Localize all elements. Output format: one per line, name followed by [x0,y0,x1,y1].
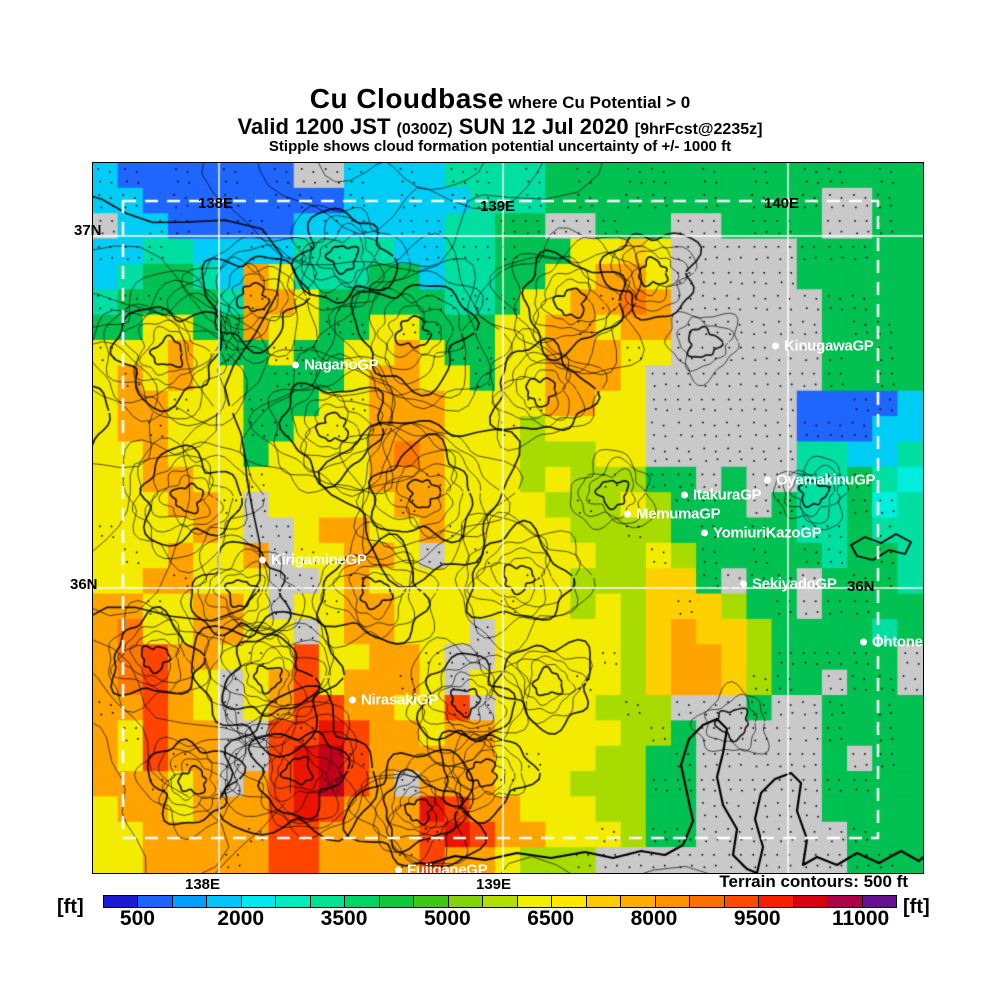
colorbar-segment [862,896,897,907]
colorbar-tick: 9500 [733,907,781,930]
site-label: KirigamineGP [271,551,367,569]
terrain-contours-note: Terrain contours: 500 ft [719,872,908,891]
site-marker: OhtoneGP [860,633,923,651]
site-label: MemumaGP [636,505,721,523]
grid-coordinate-label: 139E [480,198,516,215]
grid-coordinate-label: 138E [198,195,234,212]
site-label: NaganoGP [304,356,379,374]
site-label: SekiyadoGP [752,575,837,593]
site-dot-icon [395,866,402,873]
colorbar-segment [759,896,794,907]
grid-coordinate-label: 140E [764,195,800,212]
site-label: NirasakiGP [361,691,439,709]
colorbar-segment [552,896,587,907]
colorbar-segment [793,896,829,907]
site-marker: ItakuraGP [681,487,761,504]
site-dot-icon [772,342,779,350]
site-marker: NaganoGP [292,356,379,374]
site-dot-icon [292,361,299,369]
colorbar-segment [172,896,208,907]
site-dot-icon [740,580,747,588]
colorbar-tick: 3500 [320,907,368,930]
colorbar-segment [690,896,725,907]
site-marker: KinugawaGP [772,338,874,355]
header: Cu Cloudbase where Cu Potential > 0 Vali… [0,83,1000,155]
axis-coordinate-label: 36N [70,576,98,593]
grid-coordinate-label: 36N [847,578,875,595]
colorbar-tick: 6500 [527,907,574,930]
site-dot-icon [259,556,266,564]
axis-coordinate-label: 139E [476,876,512,893]
stipple-note: Stipple shows cloud formation potential … [268,137,732,155]
colorbar-segment [276,896,311,907]
colorbar-segment [414,896,449,907]
title-line: Cu Cloudbase where Cu Potential > 0 [0,83,1000,114]
colorbar-segment [655,896,691,907]
site-marker: KirigamineGP [259,552,367,569]
weather-map: NaganoGP KinugawaGP OyamakinuGP ItakuraGP Me… [92,162,924,874]
site-label: OhtoneGP [872,633,923,651]
site-dot-icon [349,696,356,704]
colorbar-segment [241,896,277,907]
colorbar-tick: 11000 [831,907,890,930]
colorbar-segment [138,896,173,907]
site-marker: OyamakinuGP [764,471,876,489]
site-label: FujiganeGP [407,861,488,874]
site-label: ItakuraGP [693,486,762,504]
colorbar-tick: 2000 [217,907,265,930]
map-canvas [93,163,923,873]
colorbar-tick: 5000 [423,907,471,930]
valid-date: SUN 12 Jul 2020 [458,114,629,140]
site-label: KinugawaGP [784,337,874,355]
colorbar-segment [586,896,622,907]
axis-coordinate-label: 37N [74,222,102,239]
colorbar-segment [345,896,380,907]
colorbar-segment [448,896,484,907]
colorbar-segment [621,896,656,907]
site-marker: YomiuriKazoGP [701,524,822,542]
colorbar-segment [379,896,415,907]
valid-line: Valid 1200 JST (0300Z) SUN 12 Jul 2020 [… [0,115,1000,139]
colorbar-segment [517,896,553,907]
colorbar-segment [207,896,242,907]
site-dot-icon [624,510,631,518]
site-marker: NirasakiGP [349,692,438,709]
site-marker: MemumaGP [624,505,721,523]
site-marker: SekiyadoGP [740,576,837,593]
site-label: OyamakinuGP [776,471,876,489]
title-qualifier: where Cu Potential > 0 [508,93,691,112]
colorbar-unit-right: [ft] [903,896,930,918]
valid-prefix: Valid 1200 JST [237,114,391,140]
colorbar-segment [310,896,346,907]
colorbar-tick: 8000 [630,907,678,930]
page-title: Cu Cloudbase [309,83,504,114]
site-marker: FujiganeGP [395,861,488,874]
colorbar-segment [104,896,139,907]
site-label: YomiuriKazoGP [713,524,822,542]
colorbar-tick: 500 [119,907,155,930]
colorbar [103,895,897,908]
colorbar-segment [724,896,760,907]
site-dot-icon [860,638,867,646]
colorbar-segment [483,896,518,907]
site-dot-icon [701,529,708,537]
valid-zulu: (0300Z) [396,121,453,139]
axis-coordinate-label: 138E [185,876,221,893]
forecast-tag: [9hrFcst@2235z] [634,121,763,139]
colorbar-unit-left: [ft] [57,896,84,918]
site-dot-icon [681,491,688,499]
colorbar-segment [828,896,863,907]
site-dot-icon [764,476,771,484]
